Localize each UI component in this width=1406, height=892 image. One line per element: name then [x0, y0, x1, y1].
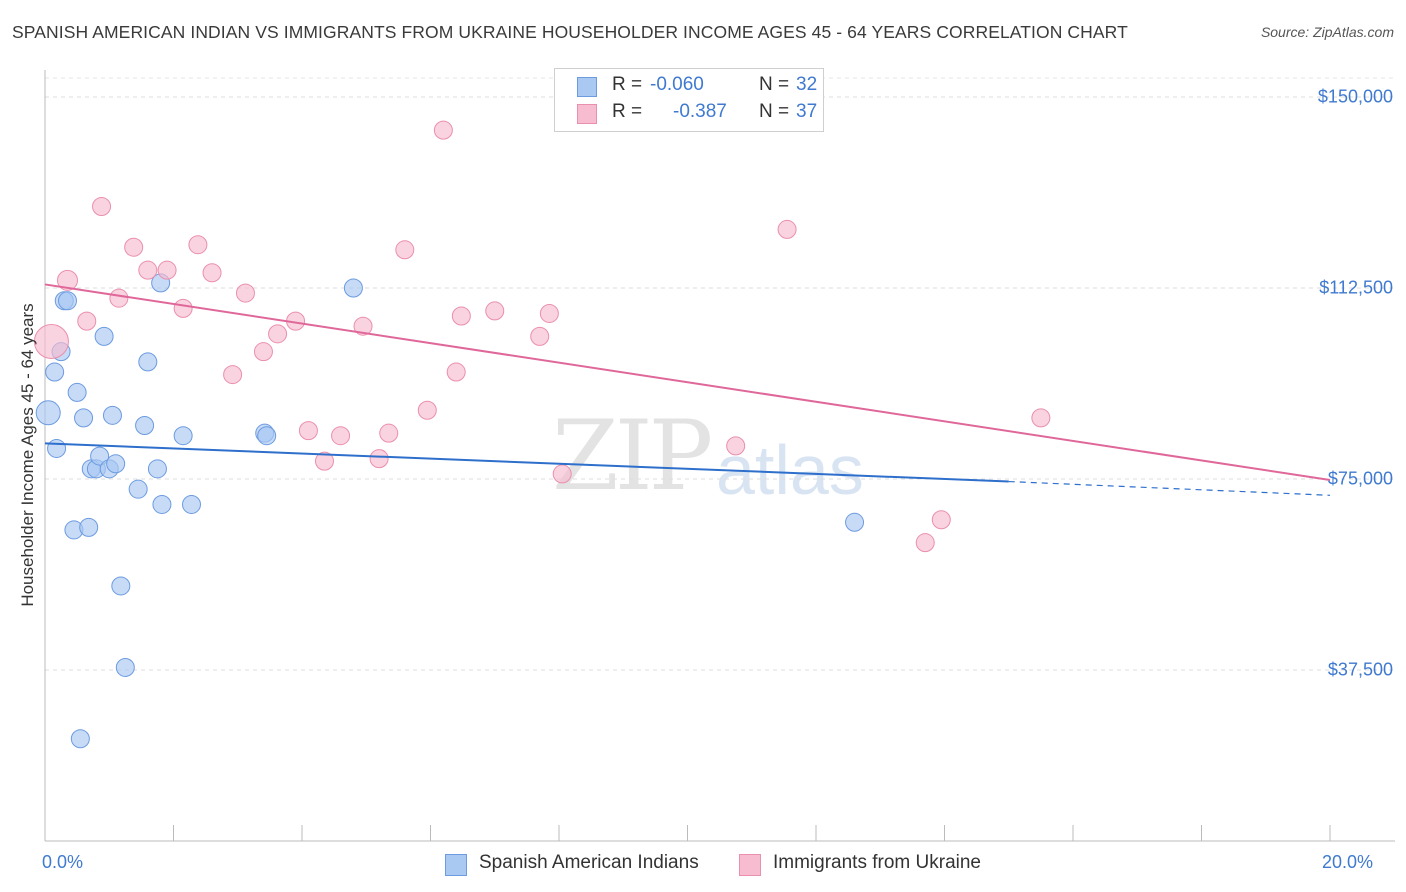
legend-label: Spanish American Indians: [479, 852, 699, 873]
data-point-immigrant-ukraine: [56, 269, 78, 291]
correlation-legend: R = -0.060 N = 32 R = -0.387 N = 37: [554, 68, 824, 132]
data-point-spanish-american-indian: [152, 494, 172, 514]
data-point-immigrant-ukraine: [298, 421, 318, 441]
data-point-spanish-american-indian: [67, 382, 87, 402]
data-point-spanish-american-indian: [102, 405, 122, 425]
trend-line-blue-extension: [1008, 480, 1331, 496]
data-point-spanish-american-indian: [147, 459, 167, 479]
r-label: R =: [612, 101, 643, 122]
chart-title: SPANISH AMERICAN INDIAN VS IMMIGRANTS FR…: [12, 22, 1128, 42]
data-point-spanish-american-indian: [257, 426, 277, 446]
data-point-immigrant-ukraine: [202, 263, 222, 283]
data-point-spanish-american-indian: [181, 494, 201, 514]
data-point-immigrant-ukraine: [1031, 408, 1051, 428]
blue-swatch: [445, 854, 467, 876]
x-tick-label: 20.0%: [1322, 852, 1374, 872]
trend-line-blue: [44, 442, 1009, 483]
data-point-spanish-american-indian: [79, 517, 99, 537]
data-point-immigrant-ukraine: [530, 326, 550, 346]
data-point-spanish-american-indian: [115, 657, 135, 677]
watermark-zip: ZIP: [552, 400, 713, 512]
data-point-immigrant-ukraine: [331, 426, 351, 446]
source-label: Source: ZipAtlas.com: [1260, 24, 1394, 40]
data-point-immigrant-ukraine: [417, 400, 437, 420]
data-point-spanish-american-indian: [57, 291, 77, 311]
data-point-spanish-american-indian: [128, 479, 148, 499]
r-label: R =: [612, 74, 643, 95]
data-point-spanish-american-indian: [35, 400, 61, 426]
data-point-immigrant-ukraine: [931, 510, 951, 530]
data-point-immigrant-ukraine: [223, 365, 243, 385]
data-point-immigrant-ukraine: [173, 298, 193, 318]
data-point-immigrant-ukraine: [235, 283, 255, 303]
y-tick-label: $75,000: [1327, 468, 1393, 489]
data-point-spanish-american-indian: [135, 416, 155, 436]
n-value: 37: [796, 101, 818, 122]
r-value: -0.060: [650, 74, 704, 95]
data-point-immigrant-ukraine: [395, 240, 415, 260]
data-point-immigrant-ukraine: [552, 464, 572, 484]
data-point-immigrant-ukraine: [77, 311, 97, 331]
data-point-immigrant-ukraine: [369, 449, 389, 469]
data-point-immigrant-ukraine: [433, 120, 453, 140]
data-point-spanish-american-indian: [90, 446, 110, 466]
n-label: N =: [759, 74, 790, 95]
data-point-spanish-american-indian: [138, 352, 158, 372]
data-point-immigrant-ukraine: [379, 423, 399, 443]
blue-swatch: [577, 77, 597, 97]
n-value: 32: [796, 74, 818, 95]
data-point-immigrant-ukraine: [314, 451, 334, 471]
data-point-immigrant-ukraine: [777, 219, 797, 239]
y-tick-label: $150,000: [1317, 86, 1393, 107]
y-axis-label: Householder Income Ages 45 - 64 years: [18, 303, 37, 607]
data-point-immigrant-ukraine: [124, 237, 144, 257]
data-point-immigrant-ukraine: [451, 306, 471, 326]
legend-label: Immigrants from Ukraine: [773, 852, 981, 873]
r-value: -0.387: [673, 101, 727, 122]
data-point-immigrant-ukraine: [109, 288, 129, 308]
data-point-spanish-american-indian: [106, 454, 126, 474]
data-point-immigrant-ukraine: [726, 436, 746, 456]
data-point-immigrant-ukraine: [268, 324, 288, 344]
trend-line-pink: [44, 283, 1331, 482]
pink-swatch: [739, 854, 761, 876]
data-point-spanish-american-indian: [173, 426, 193, 446]
pink-swatch: [577, 104, 597, 124]
data-point-spanish-american-indian: [94, 326, 114, 346]
x-tick-label: 0.0%: [42, 852, 84, 872]
data-point-spanish-american-indian: [845, 512, 865, 532]
data-point-immigrant-ukraine: [138, 260, 158, 280]
data-point-immigrant-ukraine: [92, 197, 112, 217]
data-point-immigrant-ukraine: [446, 362, 466, 382]
data-point-immigrant-ukraine: [253, 342, 273, 362]
y-tick-label: $112,500: [1319, 277, 1393, 298]
n-label: N =: [759, 101, 790, 122]
data-point-immigrant-ukraine: [485, 301, 505, 321]
data-point-immigrant-ukraine: [915, 533, 935, 553]
data-point-spanish-american-indian: [70, 729, 90, 749]
data-point-immigrant-ukraine: [157, 260, 177, 280]
data-point-spanish-american-indian: [45, 362, 65, 382]
data-point-spanish-american-indian: [111, 576, 131, 596]
data-point-spanish-american-indian: [47, 438, 67, 458]
data-point-spanish-american-indian: [74, 408, 94, 428]
data-point-immigrant-ukraine: [353, 316, 373, 336]
y-tick-label: $37,500: [1327, 659, 1393, 680]
data-point-immigrant-ukraine: [188, 235, 208, 255]
data-point-immigrant-ukraine: [33, 323, 69, 359]
data-point-spanish-american-indian: [343, 278, 363, 298]
data-point-immigrant-ukraine: [539, 303, 559, 323]
